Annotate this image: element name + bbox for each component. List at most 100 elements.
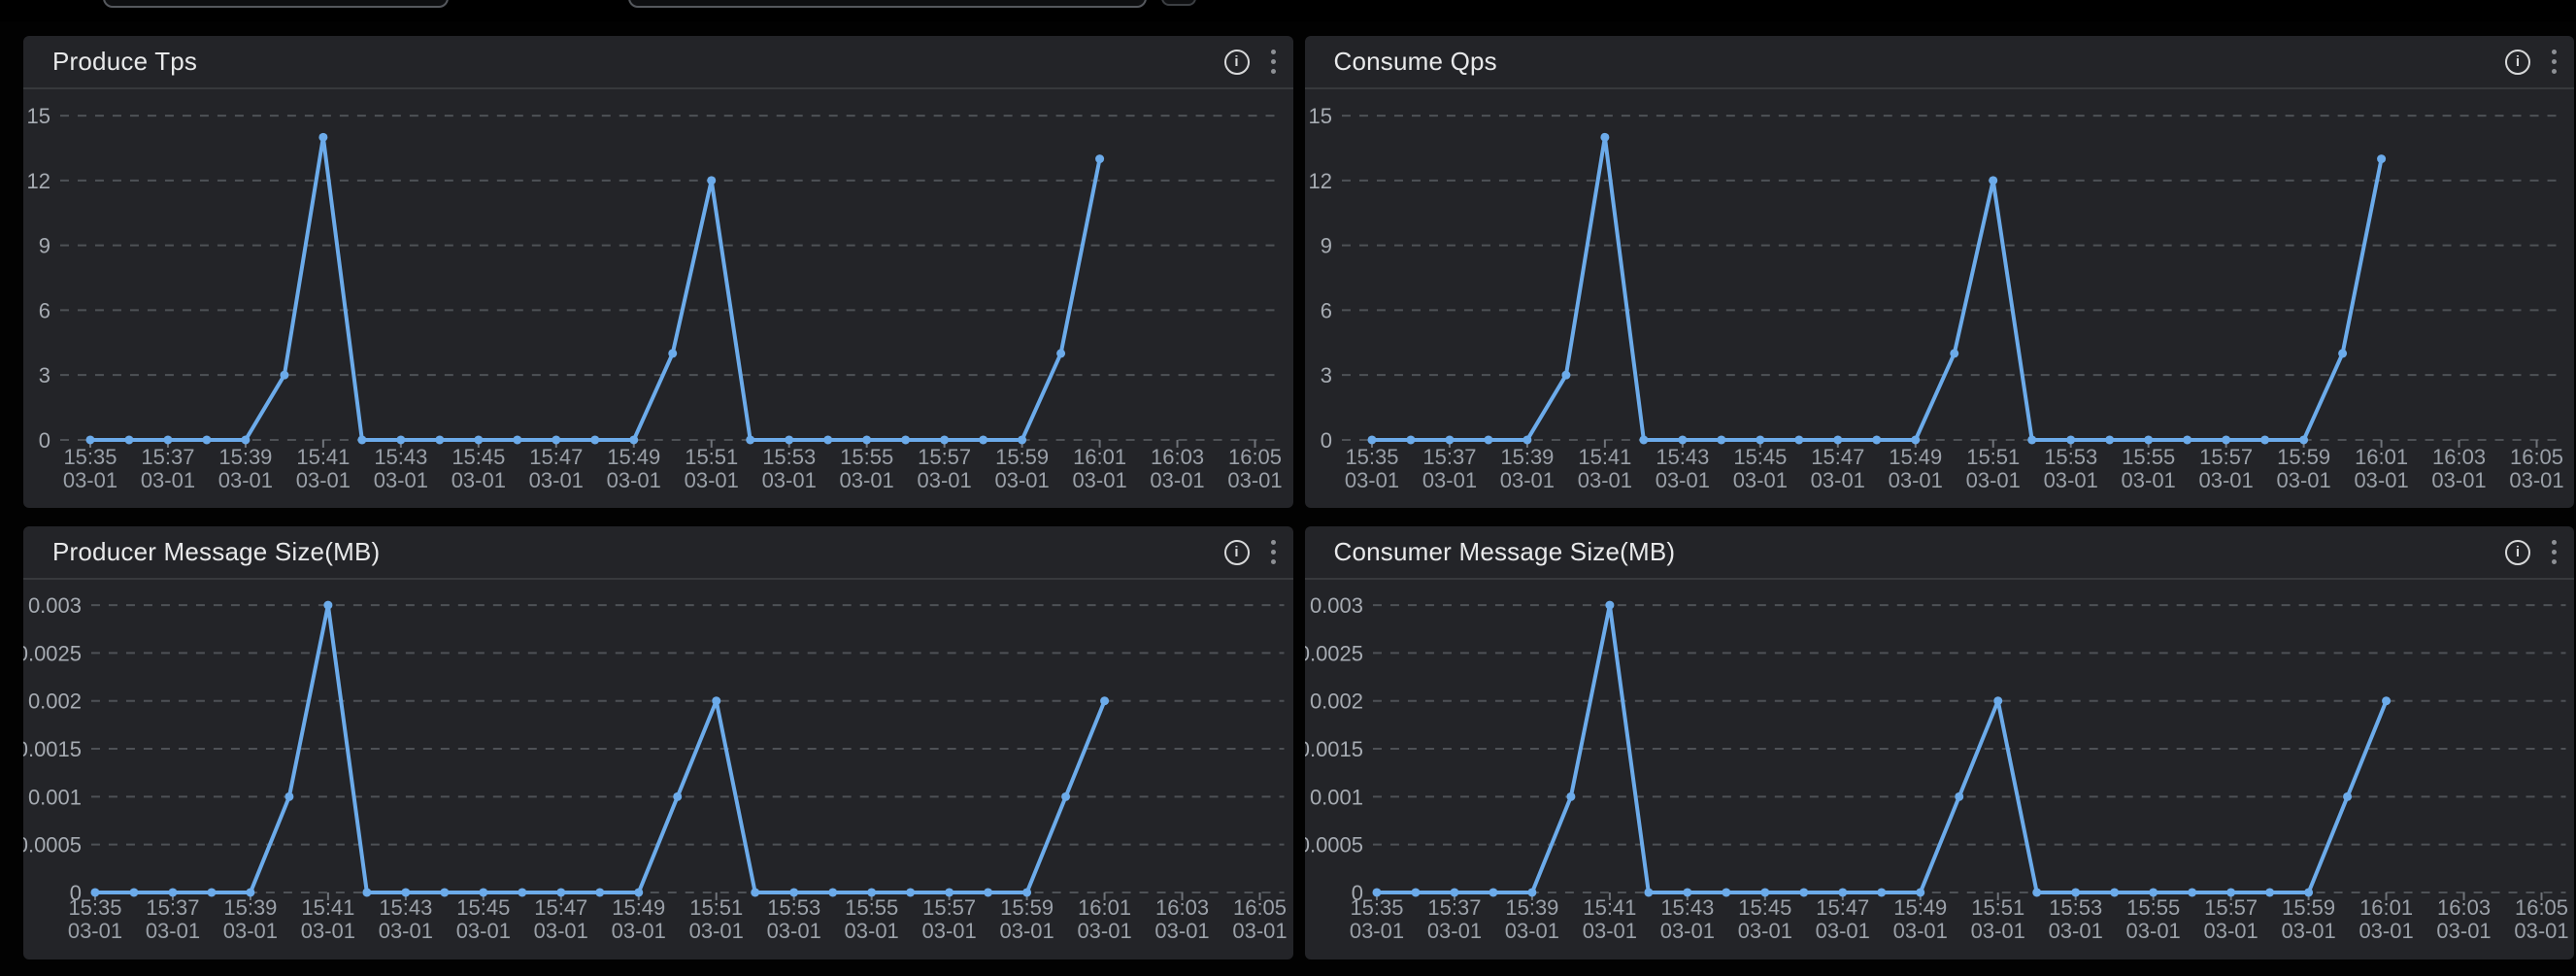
info-icon[interactable]: i [1223,49,1250,75]
svg-text:03-01: 03-01 [456,919,511,943]
svg-text:15:49: 15:49 [607,445,660,469]
svg-text:16:01: 16:01 [2359,895,2413,920]
svg-text:03-01: 03-01 [1422,468,1476,492]
svg-text:16:01: 16:01 [1078,895,1131,920]
svg-text:03-01: 03-01 [612,919,666,943]
svg-text:03-01: 03-01 [1888,468,1942,492]
svg-text:03-01: 03-01 [1344,468,1398,492]
info-icon[interactable]: i [1223,539,1250,565]
kebab-menu-icon[interactable] [2550,48,2559,76]
consume-qps-chart[interactable]: 1512963015:3503-0115:3703-0115:3903-0115… [1305,89,2575,508]
svg-text:15:53: 15:53 [2044,445,2097,469]
svg-text:15:55: 15:55 [840,445,893,469]
svg-text:15:37: 15:37 [146,895,199,920]
svg-text:15:53: 15:53 [762,445,816,469]
svg-text:15:45: 15:45 [456,895,510,920]
svg-text:15:51: 15:51 [1971,895,2024,920]
svg-text:15:47: 15:47 [534,895,587,920]
svg-text:15:59: 15:59 [995,445,1049,469]
svg-text:15:43: 15:43 [1660,895,1714,920]
svg-text:03-01: 03-01 [1072,468,1126,492]
svg-text:03-01: 03-01 [845,919,899,943]
svg-text:15:59: 15:59 [2282,895,2335,920]
svg-text:16:03: 16:03 [1151,445,1204,469]
svg-text:15:45: 15:45 [452,445,505,469]
info-icon[interactable]: i [2505,539,2530,565]
svg-text:0.003: 0.003 [28,593,82,618]
svg-text:03-01: 03-01 [534,919,588,943]
svg-text:15:39: 15:39 [223,895,277,920]
svg-text:15:49: 15:49 [612,895,665,920]
svg-text:03-01: 03-01 [1892,919,1947,943]
svg-text:03-01: 03-01 [922,919,977,943]
kebab-menu-icon[interactable] [1269,538,1278,566]
svg-text:0.0025: 0.0025 [23,641,82,665]
svg-text:15:43: 15:43 [1656,445,1709,469]
filter-input-2[interactable] [628,0,1147,8]
kebab-menu-icon[interactable] [2550,538,2559,566]
svg-text:03-01: 03-01 [1815,919,1869,943]
svg-text:16:05: 16:05 [1228,445,1282,469]
svg-text:0.001: 0.001 [1309,785,1362,809]
svg-text:15:45: 15:45 [1733,445,1787,469]
panel-consumer-message-size: Consumer Message Size(MB) i 0.003 0.0025 0… [1304,526,2575,959]
svg-text:0: 0 [1351,881,1362,905]
svg-text:03-01: 03-01 [1227,468,1282,492]
svg-text:0.002: 0.002 [1309,690,1362,714]
svg-text:03-01: 03-01 [146,919,200,943]
panel-producer-message-size: Producer Message Size(MB) i 0.003 0.0025 0… [23,526,1293,959]
info-icon[interactable]: i [2505,49,2530,75]
svg-text:03-01: 03-01 [218,468,273,492]
kebab-menu-icon[interactable] [1269,48,1278,76]
svg-text:03-01: 03-01 [2436,919,2491,943]
filter-input-1[interactable] [103,0,449,8]
panel-header: Produce Tps i [23,36,1293,89]
svg-text:03-01: 03-01 [296,468,351,492]
svg-text:03-01: 03-01 [2203,919,2258,943]
svg-text:03-01: 03-01 [994,468,1049,492]
svg-text:03-01: 03-01 [2048,919,2102,943]
svg-text:03-01: 03-01 [1349,919,1403,943]
producer-message-size-chart[interactable]: 0.0030.00250.0020.00150.0010.0005015:350… [23,580,1293,959]
panel-title: Producer Message Size(MB) [52,537,381,566]
produce-tps-chart[interactable]: 1512963015:3503-0115:3703-0115:3903-0115… [23,89,1293,508]
svg-text:03-01: 03-01 [1504,919,1558,943]
svg-text:03-01: 03-01 [999,919,1054,943]
svg-text:12: 12 [27,169,50,193]
svg-text:03-01: 03-01 [1737,919,1791,943]
svg-text:03-01: 03-01 [2359,919,2413,943]
svg-text:16:05: 16:05 [2510,445,2563,469]
svg-text:16:05: 16:05 [1233,895,1287,920]
consumer-message-size-chart[interactable]: 0.0030.00250.0020.00150.0010.0005015:350… [1305,580,2575,959]
svg-text:03-01: 03-01 [452,468,506,492]
svg-text:15:43: 15:43 [374,445,427,469]
svg-text:15:43: 15:43 [379,895,432,920]
svg-text:03-01: 03-01 [685,468,739,492]
svg-text:16:03: 16:03 [1155,895,1209,920]
panel-produce-tps: Produce Tps i 15 12 9 6 3 0 15:35 03-01 15:37 03-… [23,36,1293,508]
panel-header: Producer Message Size(MB) i [23,526,1293,580]
svg-text:0: 0 [39,428,50,453]
svg-text:15:37: 15:37 [141,445,194,469]
svg-text:03-01: 03-01 [2514,919,2568,943]
svg-text:16:01: 16:01 [2355,445,2408,469]
svg-text:03-01: 03-01 [374,468,428,492]
svg-text:15:59: 15:59 [2277,445,2330,469]
toolbar-button[interactable] [1161,0,1196,6]
svg-text:03-01: 03-01 [762,468,817,492]
svg-text:6: 6 [39,298,50,322]
svg-text:0.0015: 0.0015 [1305,737,1363,761]
svg-text:03-01: 03-01 [767,919,821,943]
svg-text:15:47: 15:47 [529,445,583,469]
svg-text:15:57: 15:57 [2204,895,2258,920]
svg-text:03-01: 03-01 [607,468,661,492]
svg-text:15:53: 15:53 [2049,895,2102,920]
panel-header: Consumer Message Size(MB) i [1304,526,2574,580]
svg-text:15:55: 15:55 [845,895,898,920]
svg-text:03-01: 03-01 [1077,919,1131,943]
svg-text:03-01: 03-01 [379,919,433,943]
svg-text:0.0005: 0.0005 [1305,833,1363,858]
top-toolbar [0,0,2576,21]
svg-text:03-01: 03-01 [2198,468,2253,492]
svg-text:15:41: 15:41 [1578,445,1631,469]
